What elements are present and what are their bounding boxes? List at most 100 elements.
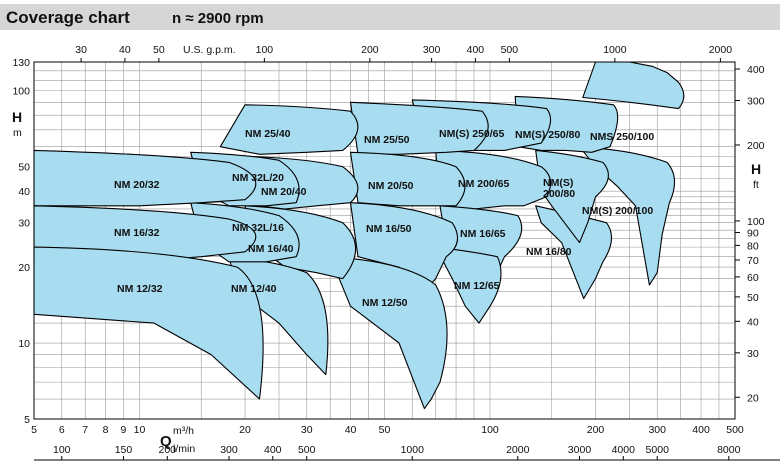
- x-tick-label: 30: [301, 424, 313, 436]
- area-nm-12-50: [329, 256, 448, 410]
- chart-title: Coverage chart: [6, 8, 130, 27]
- area-label: NM 16/40: [248, 243, 294, 255]
- top-tick-label: 30: [75, 44, 87, 56]
- y-right-tick-label: 50: [747, 292, 759, 304]
- x-tick-label-lmin: 500: [298, 444, 316, 456]
- area-nm-25-40: [219, 104, 359, 155]
- area-nm-16-50: [349, 202, 459, 293]
- area-nms-200-80: [535, 149, 609, 244]
- area-nm-200-65: [435, 149, 552, 210]
- x-axis-unit-primary: m³/h: [173, 425, 194, 437]
- x-tick-label: 100: [481, 424, 499, 436]
- y-right-tick-label: 60: [747, 272, 759, 284]
- area-nm-12-32: [33, 246, 264, 400]
- y-tick-label: 100: [12, 86, 30, 98]
- plot-frame: [33, 61, 736, 420]
- x-tick-label-lmin: 8000: [717, 444, 741, 456]
- y-axis-label: H: [12, 109, 22, 125]
- y-right-tick-label: 80: [747, 240, 759, 252]
- area-label: NM 200/65: [458, 178, 510, 190]
- area-label: NM(S): [543, 177, 573, 189]
- area-label: NM 12/50: [362, 297, 408, 309]
- top-tick-label: 40: [119, 44, 131, 56]
- y-tick-label: 50: [18, 162, 30, 174]
- area-label: NM 16/50: [366, 223, 412, 235]
- area-nms-250-100: [582, 61, 685, 110]
- x-tick-label-lmin: 150: [115, 444, 133, 456]
- top-tick-label: 100: [256, 44, 274, 56]
- x-tick-label-lmin: 3000: [568, 444, 592, 456]
- x-tick-label-lmin: 200: [158, 444, 176, 456]
- y-right-tick-label: 40: [747, 316, 759, 328]
- area-label: NM 20/40: [261, 186, 307, 198]
- area-label: NM 12/40: [231, 283, 277, 295]
- y-right-tick-label: 20: [747, 392, 759, 404]
- area-label: NM(S) 250/80: [515, 129, 581, 141]
- x-tick-label-lmin: 300: [220, 444, 238, 456]
- top-tick-label: 400: [467, 44, 485, 56]
- x-tick-label: 7: [82, 424, 88, 436]
- y-right-tick-label: 300: [747, 96, 765, 108]
- y-tick-label: 30: [18, 218, 30, 230]
- top-tick-label: 2000: [709, 44, 733, 56]
- x-tick-label: 50: [379, 424, 391, 436]
- area-label: NM(S) 250/65: [439, 128, 505, 140]
- x-tick-label: 9: [121, 424, 127, 436]
- y-tick-label: 130: [12, 57, 30, 69]
- area-label: NM 20/32: [114, 179, 160, 191]
- area-label: NM(S) 200/100: [582, 205, 653, 217]
- x-tick-label: 200: [587, 424, 605, 436]
- y-tick-label: 40: [18, 186, 30, 198]
- x-tick-label-lmin: 2000: [506, 444, 530, 456]
- area-label: NM 25/40: [245, 128, 291, 140]
- area-nm-25-50: [349, 101, 489, 155]
- area-label: 200/80: [543, 188, 575, 200]
- pump-areas: [33, 61, 685, 410]
- area-nm-12-65: [435, 246, 502, 324]
- y-right-tick-label: 30: [747, 348, 759, 360]
- y-right-tick-label: 200: [747, 140, 765, 152]
- top-tick-label: 300: [423, 44, 441, 56]
- x-tick-label-lmin: 1000: [401, 444, 425, 456]
- x-tick-label: 500: [726, 424, 744, 436]
- top-tick-label: 500: [501, 44, 519, 56]
- y-axis-right-unit: ft: [753, 179, 759, 191]
- top-axis-label: U.S. g.p.m.: [183, 44, 236, 56]
- x-tick-label: 20: [239, 424, 251, 436]
- y-axis-right-label: H: [751, 161, 761, 177]
- x-tick-label-lmin: 4000: [612, 444, 636, 456]
- top-tick-label: 1000: [603, 44, 627, 56]
- y-right-tick-label: 90: [747, 227, 759, 239]
- x-tick-label: 5: [31, 424, 37, 436]
- x-tick-label: 40: [345, 424, 357, 436]
- y-tick-label: 5: [24, 414, 30, 426]
- chart-subtitle: n ≈ 2900 rpm: [172, 10, 264, 27]
- area-nm-16-32: [33, 205, 257, 263]
- area-label: NM 32L/20: [232, 172, 284, 184]
- area-label: NMS 250/100: [590, 131, 654, 143]
- x-tick-label: 8: [103, 424, 109, 436]
- x-tick-label-lmin: 100: [53, 444, 71, 456]
- y-right-tick-label: 70: [747, 255, 759, 267]
- area-label: NM 25/50: [364, 134, 410, 146]
- x-tick-label: 300: [648, 424, 666, 436]
- x-tick-label: 10: [134, 424, 146, 436]
- area-label: NM 16/65: [460, 228, 506, 240]
- area-label: NM 32L/16: [232, 222, 284, 234]
- area-nm-20-32: [33, 149, 257, 207]
- area-label: NM 20/50: [368, 180, 414, 192]
- area-label: NM 12/65: [454, 280, 500, 292]
- x-axis-unit-secondary: l/min: [173, 443, 195, 455]
- area-label: NM 16/32: [114, 227, 160, 239]
- area-labels: NM 12/32 NM 16/32 NM 20/32 NM 12/40 NM 16/40…: [114, 128, 654, 309]
- axis-ticks: 5 6 7 8 9 10 20 30 40 50 100 200 300 400 500 100 150 200 3…: [12, 44, 780, 461]
- y-right-tick-label: 400: [747, 64, 765, 76]
- area-label: NM 12/32: [117, 283, 163, 295]
- x-axis-label: Q: [160, 433, 172, 450]
- y-tick-label: 10: [18, 338, 30, 350]
- title-bar: [0, 4, 780, 30]
- area-nms-200-100: [578, 146, 676, 286]
- top-tick-label: 200: [361, 44, 379, 56]
- y-tick-label: 20: [18, 262, 30, 274]
